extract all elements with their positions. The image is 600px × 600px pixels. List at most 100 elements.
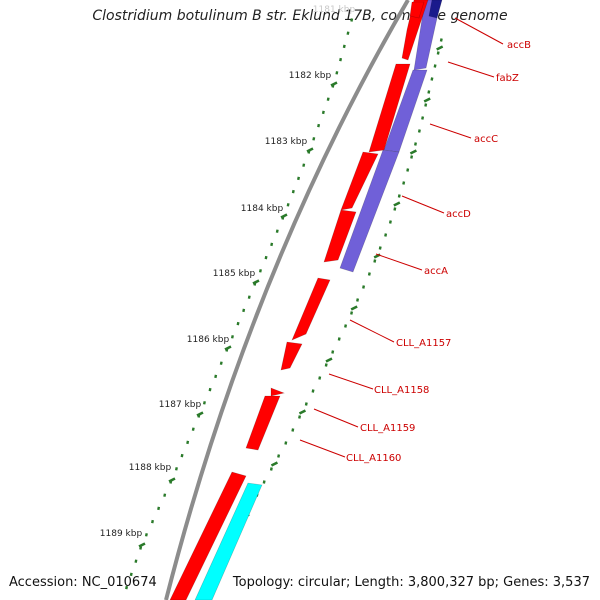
gene-label-CLL_A1159: CLL_A1159 [360,423,415,434]
outer-tick [318,376,322,380]
outer-tick [356,298,360,302]
outer-tick [324,363,328,367]
inner-tick [302,163,306,167]
outer-major-tick [393,201,401,207]
inner-tick [321,110,325,115]
kbp-label: 1183 kbp [265,137,308,147]
gene-label-accA: accA [424,266,448,277]
kbp-label: 1186 kbp [187,335,230,345]
inner-tick [317,123,321,128]
outer-major-tick [270,461,279,467]
kbp-label: 1188 kbp [129,463,172,473]
inner-tick [230,335,234,339]
inner-tick [236,321,240,326]
inner-tick [125,585,129,590]
outer-major-tick [436,45,444,51]
gene-arrow [409,1,425,19]
gene-label-leader [375,253,423,271]
inner-major-tick [168,477,176,483]
kbp-label: 1182 kbp [289,71,332,81]
gene-label-leader [299,439,346,458]
gene-label-leader [328,373,374,390]
inner-tick [242,308,246,313]
outer-tick [397,194,401,198]
outer-tick [367,272,371,276]
inner-tick [219,361,223,365]
blue-feature-segment [339,149,400,273]
inner-tick [202,401,206,405]
outer-tick [373,259,377,263]
outer-tick [277,454,281,458]
accession-label: Accession: NC_010674 [9,575,157,590]
outer-tick [378,246,382,250]
blue-feature-segment [413,0,442,71]
gene-arrow [323,209,357,263]
outer-tick [384,233,388,237]
outer-tick [414,142,417,146]
gene-label-leader [349,319,395,343]
inner-tick [291,189,295,194]
outer-tick [406,168,410,172]
outer-tick [436,51,440,55]
inner-tick [157,506,161,511]
feature-track [169,0,443,600]
inner-tick [350,18,354,22]
inner-tick [312,137,316,141]
kbp-label: 1181 kbp [313,5,356,15]
genome-backbone [164,0,410,600]
navy-feature-segment [428,0,443,19]
gene-label-leader [429,123,472,139]
map-title: Clostridium botulinum B str. Eklund 17B,… [92,8,508,24]
inner-tick [186,440,190,445]
outer-major-tick [409,149,417,155]
outer-tick [402,181,406,185]
inner-tick [163,493,167,497]
kbp-label: 1189 kbp [100,529,143,539]
outer-tick [331,350,335,354]
inner-tick [286,203,290,207]
inner-major-tick [280,213,288,219]
inner-tick [144,533,148,537]
inner-tick [342,44,346,49]
gene-label-fabZ: fabZ [496,73,519,84]
outer-tick [433,64,437,68]
inner-tick [134,559,138,563]
inner-tick [151,519,154,524]
outer-tick [393,207,397,211]
inner-tick [174,467,178,471]
outer-tick [410,155,414,159]
inner-tick [270,242,274,247]
inner-tick-track [125,18,354,590]
gene-label-leader [447,61,495,78]
inner-tick [264,255,268,260]
outer-major-tick [423,97,431,103]
outer-tick [269,467,273,471]
gene-label-CLL_A1157: CLL_A1157 [396,338,451,349]
outer-tick [424,103,428,107]
outer-tick [350,311,354,315]
outer-tick [430,77,434,81]
inner-major-tick [224,345,232,351]
inner-major-tick [330,81,338,87]
inner-tick [326,97,330,101]
gene-label-accC: accC [474,134,498,145]
gene-label-leader [401,195,445,214]
inner-tick [247,295,251,299]
kbp-label: 1184 kbp [241,204,284,214]
inner-tick [335,71,339,75]
outer-tick [311,389,315,393]
inner-tick [191,427,195,431]
gene-arrow [280,341,303,371]
inner-tick [339,57,343,62]
outer-tick [284,441,288,445]
kbp-label: 1185 kbp [213,269,256,279]
gene-arrow [340,151,379,211]
gene-arrow [270,387,286,397]
kbp-labels: 1181 kbp 1182 kbp 1183 kbp 1184 kbp 1185 kbp… [100,5,356,539]
outer-tick [421,116,425,120]
inner-tick [275,229,279,233]
gene-label-leader [313,408,359,428]
gene-arrow [368,63,411,153]
inner-major-tick [306,147,314,153]
